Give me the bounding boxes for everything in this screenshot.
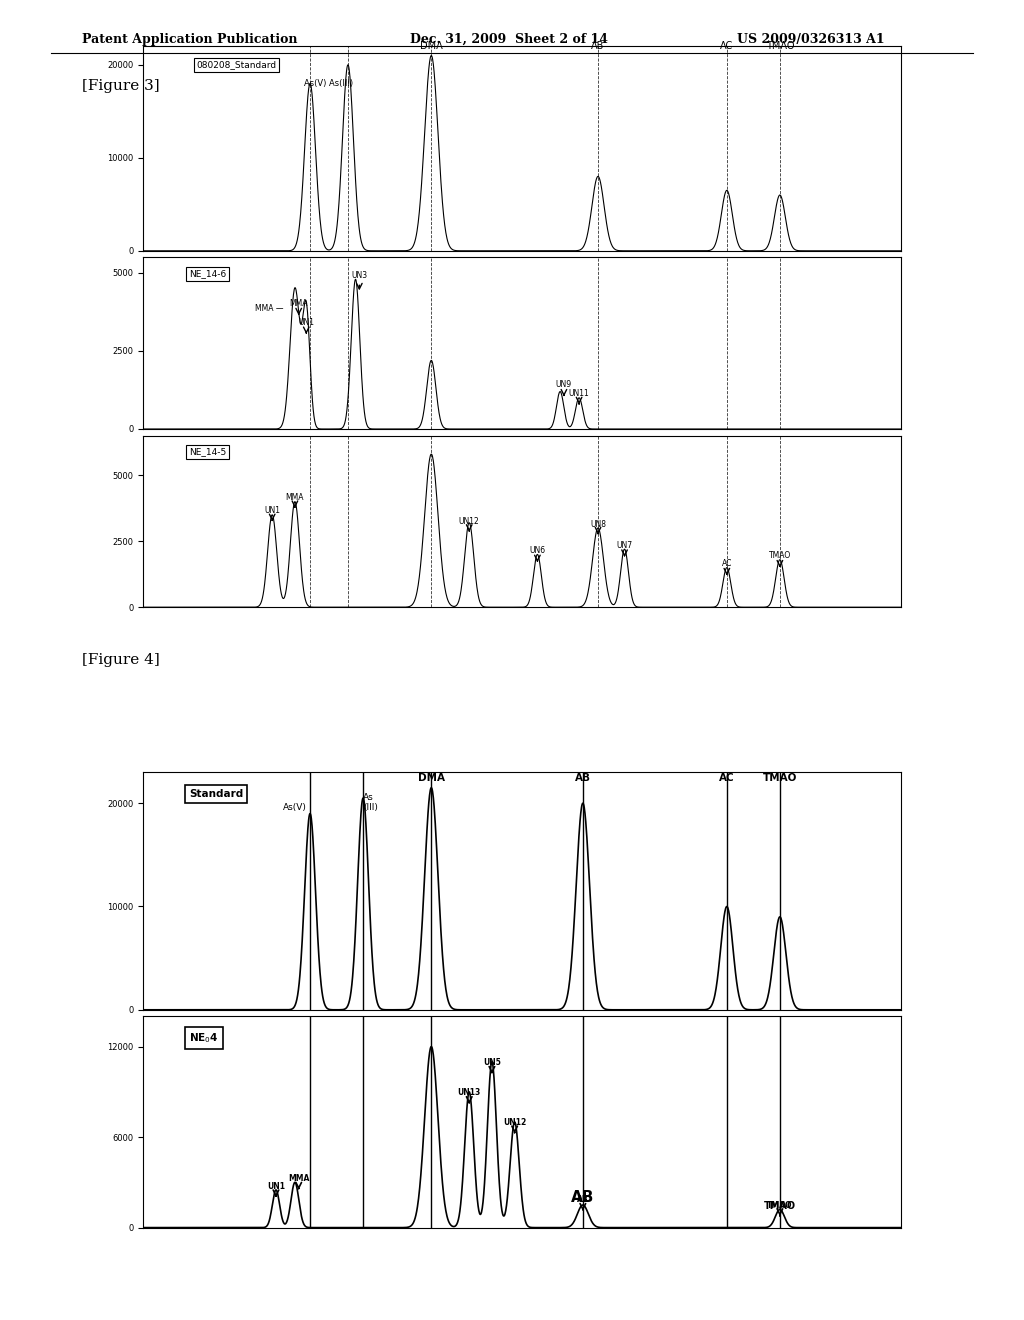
Text: AC: AC bbox=[722, 560, 732, 568]
Text: UN12: UN12 bbox=[503, 1118, 526, 1127]
Text: AB: AB bbox=[591, 41, 605, 51]
Text: MMA: MMA bbox=[288, 1173, 309, 1183]
Text: NE_14-5: NE_14-5 bbox=[188, 447, 226, 457]
Text: Standard: Standard bbox=[188, 789, 243, 799]
Text: UN1: UN1 bbox=[267, 1181, 285, 1191]
Text: UN9: UN9 bbox=[556, 380, 572, 389]
Text: UN5: UN5 bbox=[483, 1057, 501, 1067]
Text: UN12: UN12 bbox=[459, 517, 479, 525]
Text: Patent Application Publication: Patent Application Publication bbox=[82, 33, 297, 46]
Text: TMAO: TMAO bbox=[767, 1201, 793, 1210]
Text: [Figure 3]: [Figure 3] bbox=[82, 79, 160, 94]
Text: [Figure 4]: [Figure 4] bbox=[82, 653, 160, 668]
Text: UN1: UN1 bbox=[298, 318, 314, 326]
Text: NE$_{0}$4: NE$_{0}$4 bbox=[188, 1031, 218, 1045]
Text: MMA —: MMA — bbox=[255, 305, 284, 313]
Text: As(V): As(V) bbox=[283, 803, 307, 812]
Text: As
(III): As (III) bbox=[364, 793, 378, 812]
Text: AB: AB bbox=[574, 772, 591, 783]
Text: 080208_Standard: 080208_Standard bbox=[197, 61, 276, 70]
Text: AC: AC bbox=[720, 41, 733, 51]
Text: AB: AB bbox=[571, 1189, 595, 1205]
Text: Dec. 31, 2009  Sheet 2 of 14: Dec. 31, 2009 Sheet 2 of 14 bbox=[410, 33, 607, 46]
Text: TMAO: TMAO bbox=[766, 41, 795, 51]
Text: DMA: DMA bbox=[418, 772, 444, 783]
Text: NE_14-6: NE_14-6 bbox=[188, 269, 226, 279]
Text: MMA: MMA bbox=[286, 494, 304, 502]
Text: UN13: UN13 bbox=[458, 1088, 481, 1097]
Text: UN3: UN3 bbox=[351, 271, 368, 280]
Text: UN1: UN1 bbox=[264, 507, 281, 515]
Text: AB: AB bbox=[578, 1195, 589, 1204]
Text: UN8: UN8 bbox=[590, 520, 606, 528]
Text: As(V) As(III): As(V) As(III) bbox=[304, 79, 353, 87]
Text: MMA: MMA bbox=[290, 298, 308, 308]
Text: US 2009/0326313 A1: US 2009/0326313 A1 bbox=[737, 33, 885, 46]
Text: TMAO: TMAO bbox=[769, 552, 791, 560]
Text: UN7: UN7 bbox=[616, 541, 633, 549]
Text: TMAO: TMAO bbox=[764, 1201, 796, 1210]
Text: TMAO: TMAO bbox=[763, 772, 797, 783]
Text: DMA: DMA bbox=[420, 41, 442, 51]
Text: UN11: UN11 bbox=[568, 389, 590, 399]
Text: AC: AC bbox=[719, 772, 734, 783]
Text: UN6: UN6 bbox=[529, 546, 546, 554]
